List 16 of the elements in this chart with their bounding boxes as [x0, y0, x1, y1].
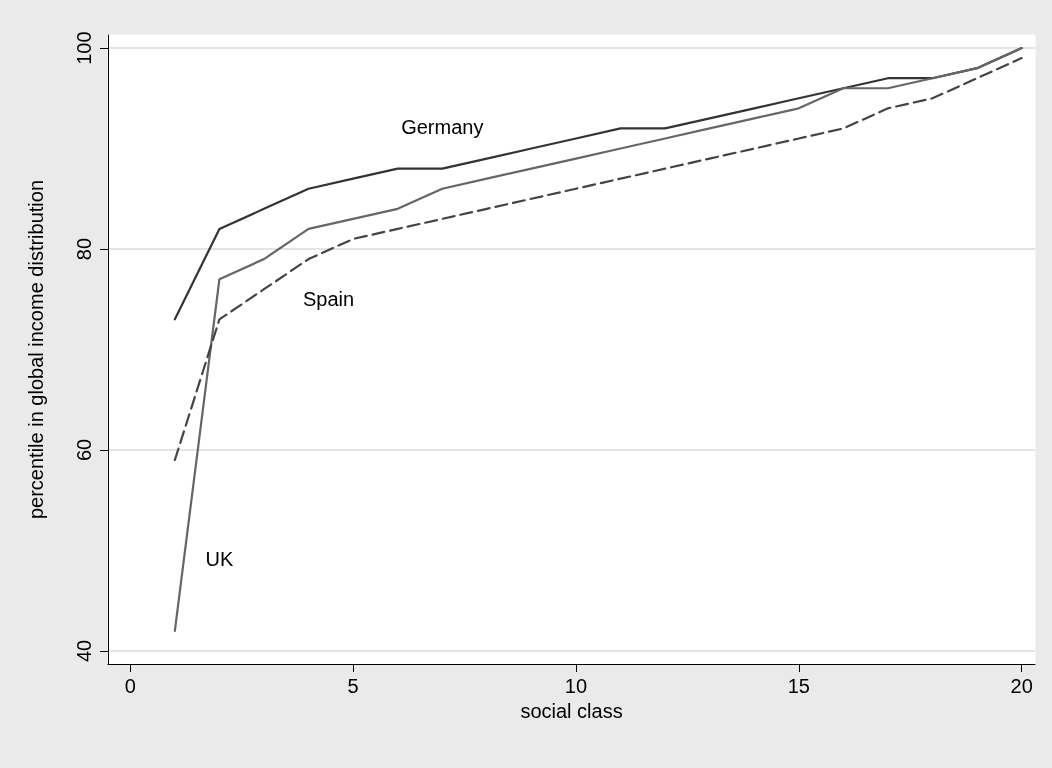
- x-tick-label: 15: [787, 675, 810, 697]
- y-tick-label: 100: [73, 31, 95, 65]
- y-tick-label: 40: [73, 639, 95, 663]
- line-series: [173, 46, 1023, 632]
- series-label: Germany: [401, 115, 484, 138]
- x-tick-label: 20: [1010, 675, 1033, 697]
- y-tick-label: 80: [73, 237, 95, 261]
- x-tick-label: 0: [124, 675, 136, 697]
- x-tick-label: 5: [347, 675, 359, 697]
- y-tick-label: 60: [73, 438, 95, 462]
- series-label: Spain: [302, 288, 355, 311]
- x-tick-label: 10: [564, 675, 588, 697]
- x-axis-title: social class: [520, 699, 623, 722]
- line-series: [173, 57, 1023, 462]
- y-axis-title: percentile in global income distribution: [25, 179, 47, 520]
- series-label: UK: [205, 548, 234, 571]
